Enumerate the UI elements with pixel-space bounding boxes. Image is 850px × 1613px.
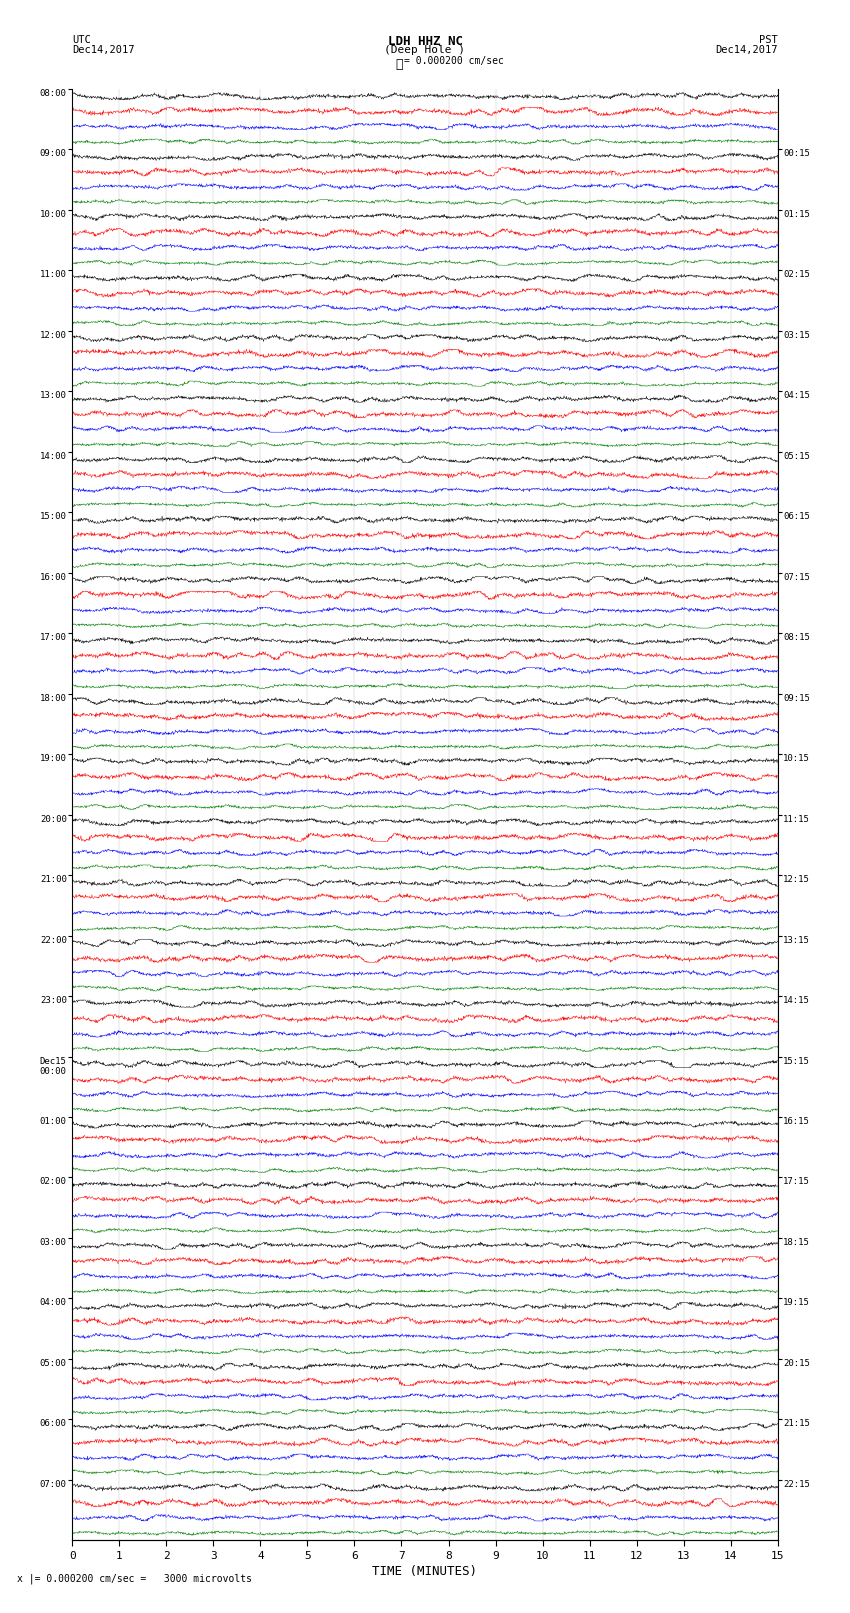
Text: Dec14,2017: Dec14,2017 bbox=[72, 45, 135, 55]
Text: Dec14,2017: Dec14,2017 bbox=[715, 45, 778, 55]
Text: ⎸: ⎸ bbox=[395, 58, 403, 71]
Text: PST: PST bbox=[759, 35, 778, 45]
Text: UTC: UTC bbox=[72, 35, 91, 45]
Text: (Deep Hole ): (Deep Hole ) bbox=[384, 45, 466, 55]
Text: LDH HHZ NC: LDH HHZ NC bbox=[388, 35, 462, 48]
Text: = 0.000200 cm/sec: = 0.000200 cm/sec bbox=[404, 56, 503, 66]
Text: x |= 0.000200 cm/sec =   3000 microvolts: x |= 0.000200 cm/sec = 3000 microvolts bbox=[17, 1573, 252, 1584]
X-axis label: TIME (MINUTES): TIME (MINUTES) bbox=[372, 1565, 478, 1578]
